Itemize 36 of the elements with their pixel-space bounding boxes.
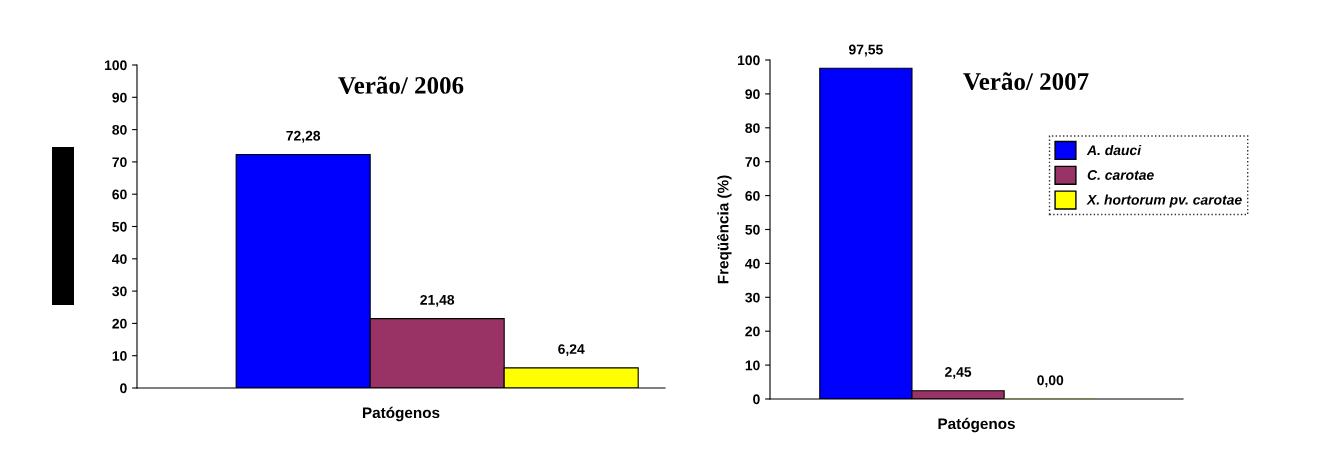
- legend-label: A. dauci: [1086, 144, 1142, 156]
- y-tick-label: 50: [112, 221, 127, 232]
- y-tick-label: 10: [745, 360, 760, 371]
- y-tick-label: 70: [745, 157, 760, 167]
- y-tick-label: 100: [104, 60, 127, 71]
- y-tick-label: 20: [112, 318, 127, 329]
- data-label: 2,45: [945, 367, 972, 379]
- y-tick-label: 20: [745, 326, 760, 337]
- legend-label: C. carotae: [1087, 170, 1154, 180]
- data-label: 97,55: [848, 44, 883, 57]
- x-axis-title: Patógenos: [362, 406, 440, 422]
- data-label: 21,48: [420, 294, 455, 307]
- y-tick-label: 40: [112, 254, 127, 264]
- y-tick-label: 0: [753, 394, 760, 405]
- y-tick-label: 90: [745, 89, 760, 100]
- y-tick-label: 10: [112, 351, 127, 361]
- y-tick-label: 60: [745, 190, 760, 201]
- y-axis-title: Freqüência (%): [716, 175, 732, 284]
- chart-title: Verão/ 2006: [338, 76, 464, 94]
- y-tick-label: 30: [745, 292, 760, 303]
- y-tick-label: 50: [745, 224, 760, 235]
- data-label: 0,00: [1037, 375, 1064, 388]
- y-tick-label: 60: [112, 189, 127, 200]
- y-tick-label: 40: [745, 258, 760, 269]
- y-tick-label: 80: [745, 123, 760, 133]
- y-tick-label: 100: [737, 55, 760, 66]
- y-tick-label: 0: [120, 383, 127, 394]
- chart-title: Verão/ 2007: [963, 72, 1089, 91]
- data-label: 6,24: [558, 344, 585, 356]
- legend-label: X. hortorum pv. carotae: [1086, 194, 1242, 208]
- data-label: 72,28: [286, 130, 321, 143]
- y-tick-label: 30: [112, 286, 127, 297]
- y-tick-label: 70: [112, 157, 127, 168]
- y-tick-label: 90: [112, 92, 127, 103]
- x-axis-title: Patógenos: [938, 417, 1015, 433]
- y-tick-label: 80: [112, 124, 127, 135]
